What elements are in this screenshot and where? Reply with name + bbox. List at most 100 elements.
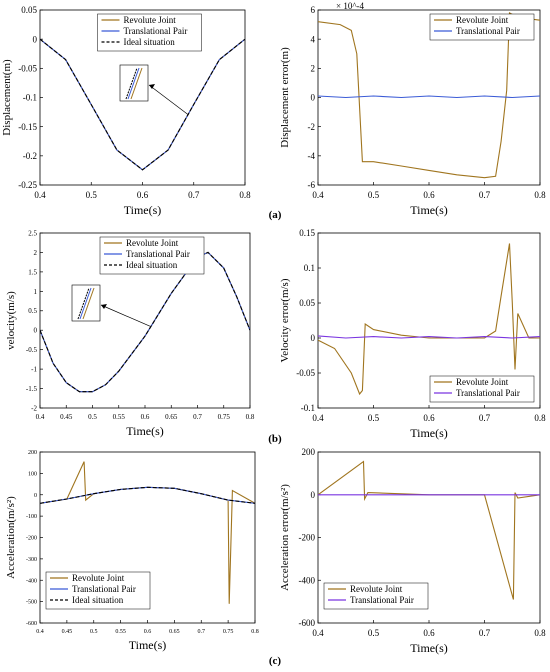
inset-ideal-line (125, 67, 138, 100)
series-group-0 (40, 38, 245, 171)
legend-label: Revolute Joint (124, 15, 177, 25)
y-tick-label: -0.1 (301, 403, 315, 413)
legend-label: Revolute Joint (456, 377, 509, 387)
legend-label: Revolute Joint (456, 15, 509, 25)
y-tick-label: 2.5 (28, 229, 37, 237)
y-tick-label: -0.05 (18, 63, 37, 73)
series-line-revolute-joint (40, 38, 245, 171)
legend-label: Ideal situation (72, 595, 124, 605)
y-tick-label: 0.05 (299, 298, 315, 308)
x-tick-label: 0.4 (34, 190, 46, 200)
x-tick-label: 0.5 (368, 413, 380, 423)
y-tick-label: -0.2 (23, 151, 37, 161)
x-tick-label: 0.55 (115, 629, 126, 635)
y-tick-label: -0.5 (26, 346, 38, 354)
series-line-translational-pair (318, 95, 540, 99)
x-tick-label: 0.5 (368, 628, 380, 638)
y-tick-label: 0 (34, 327, 38, 335)
x-axis-label: Time(s) (126, 424, 164, 438)
y-tick-label: -400 (26, 578, 37, 584)
y-tick-label: -400 (299, 575, 316, 585)
y-tick-label: 0 (311, 93, 316, 103)
inset-revolute-line (130, 67, 143, 100)
y-axis-label: Displacement error(m) (279, 47, 291, 148)
y-tick-label: 200 (28, 450, 37, 456)
x-tick-label: 0.6 (423, 190, 435, 200)
series-line-ideal-situation (40, 38, 245, 171)
x-tick-label: 0.8 (246, 413, 255, 421)
x-tick-label: 0.7 (198, 629, 206, 635)
x-tick-label: 0.5 (90, 629, 98, 635)
x-axis-label: Time(s) (410, 426, 448, 440)
x-axis-label: Time(s) (129, 638, 167, 652)
y-tick-label: 0.1 (304, 263, 315, 273)
x-tick-label: 0.4 (312, 628, 324, 638)
x-tick-label: 0.7 (479, 413, 491, 423)
x-tick-label: 0.4 (36, 413, 45, 421)
inset-revolute-line (82, 287, 95, 320)
x-axis-label: Time(s) (410, 641, 448, 655)
y-tick-label: 0 (311, 333, 316, 343)
series-group-5 (318, 460, 540, 600)
x-tick-label: 0.8 (534, 628, 546, 638)
x-tick-label: 0.4 (312, 413, 324, 423)
y-tick-label: 0 (311, 490, 316, 500)
legend-label: Translational Pair (456, 388, 520, 398)
x-tick-label: 0.8 (534, 190, 546, 200)
x-tick-label: 0.6 (137, 190, 149, 200)
y-tick-label: 6 (311, 5, 316, 15)
y-tick-label: 0.05 (21, 5, 37, 15)
legend-label: Translational Pair (124, 26, 188, 36)
legend-label: Ideal situation (124, 37, 176, 47)
y-tick-label: 2 (34, 249, 38, 257)
y-axis-label: velocity(m/s) (5, 291, 17, 350)
x-tick-label: 0.55 (113, 413, 126, 421)
y-tick-label: -1.5 (26, 385, 38, 393)
x-tick-label: 0.75 (218, 413, 231, 421)
series-line-revolute-joint (318, 12, 540, 179)
y-tick-label: 0 (34, 493, 37, 499)
legend-label: Ideal situation (126, 260, 178, 270)
y-axis-label: Velocity error(m/s) (279, 278, 291, 362)
x-tick-label: 0.7 (188, 190, 200, 200)
y-tick-label: -200 (26, 536, 37, 542)
legend-label: Revolute Joint (350, 584, 403, 594)
y-tick-label: 0.5 (28, 307, 37, 315)
panel-label: (a) (269, 209, 282, 221)
legend-label: Translational Pair (350, 595, 414, 605)
x-tick-label: 0.4 (312, 190, 324, 200)
x-tick-label: 0.8 (251, 629, 259, 635)
series-line-revolute-joint (318, 243, 540, 396)
x-tick-label: 0.6 (423, 413, 435, 423)
y-tick-label: -2 (308, 122, 316, 132)
series-line-revolute-joint (318, 460, 540, 600)
y-tick-label: 1.5 (28, 268, 37, 276)
y-tick-label: 100 (28, 471, 37, 477)
inset-arrow (100, 304, 151, 327)
y-tick-label: -6 (308, 180, 316, 190)
y-tick-label: 200 (302, 447, 316, 457)
y-tick-label: 0 (33, 34, 38, 44)
x-tick-label: 0.45 (60, 413, 73, 421)
y-tick-label: -0.05 (296, 368, 315, 378)
y-tick-label: 2 (311, 63, 316, 73)
x-tick-label: 0.65 (169, 629, 180, 635)
series-line-translational-pair (40, 38, 245, 171)
y-tick-label: -600 (26, 621, 37, 627)
series-group-4 (40, 461, 255, 604)
y-tick-label: -2 (31, 404, 37, 412)
y-tick-label: -0.15 (18, 122, 37, 132)
y-tick-label: -0.1 (23, 93, 37, 103)
series-line-translational-pair (40, 486, 255, 504)
legend-label: Translational Pair (126, 249, 190, 259)
series-group-3 (318, 243, 540, 396)
panel-label: (b) (268, 433, 282, 445)
legend-box (429, 375, 535, 403)
x-tick-label: 0.7 (479, 628, 491, 638)
x-tick-label: 0.6 (144, 629, 152, 635)
legend-box (429, 13, 535, 41)
legend-label: Translational Pair (72, 584, 136, 594)
x-tick-label: 0.5 (368, 190, 380, 200)
inset-translational-line (79, 287, 92, 320)
